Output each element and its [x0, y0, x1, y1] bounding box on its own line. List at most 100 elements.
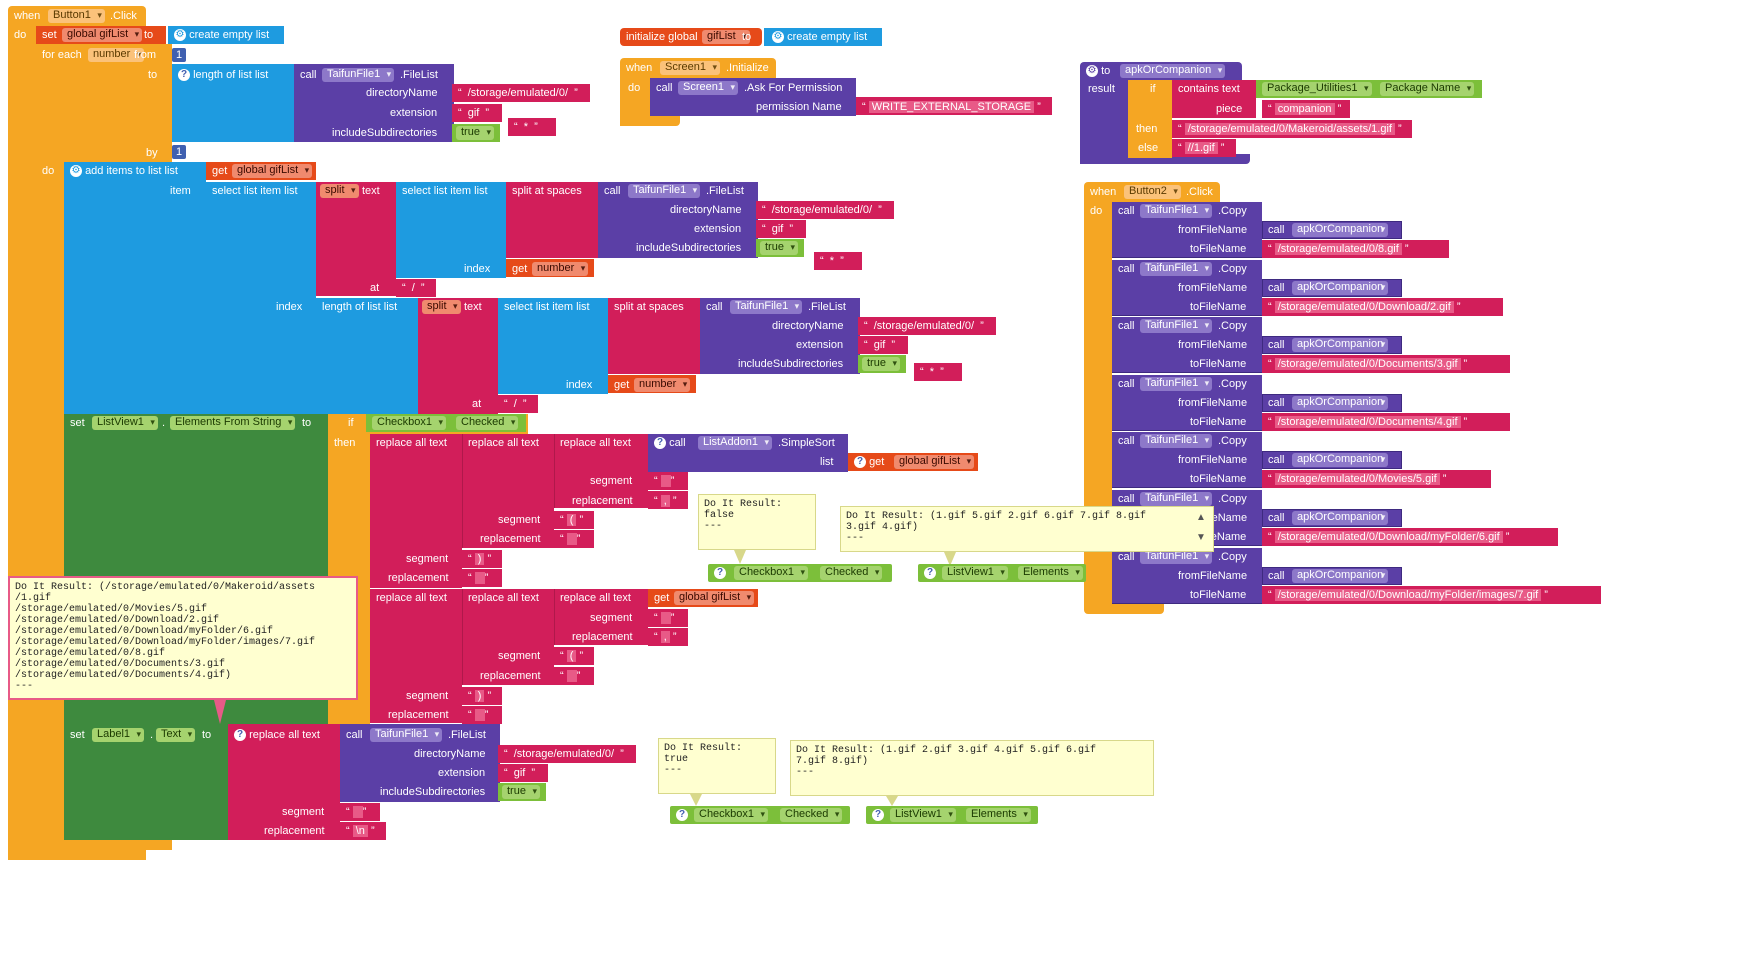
empty-value[interactable]: [474, 709, 485, 721]
variable-dropdown[interactable]: global gifList: [62, 28, 143, 42]
apk-or-companion-name[interactable]: apkOrCompanion: [1292, 453, 1389, 467]
if-else-block[interactable]: [1128, 80, 1172, 158]
dir-string-block-4[interactable]: [498, 745, 636, 763]
dir-value[interactable]: /storage/emulated/0/: [467, 87, 569, 99]
package-name-dropdown[interactable]: Package Name: [1380, 82, 1475, 96]
taifun-dropdown[interactable]: TaifunFile1: [1140, 492, 1213, 506]
taifun-dropdown[interactable]: TaifunFile1: [628, 184, 701, 198]
help-icon[interactable]: ?: [924, 567, 936, 580]
package-utilities-dropdown[interactable]: Package_Utilities1: [1262, 82, 1372, 96]
elements-from-string-dropdown[interactable]: Elements From String: [170, 416, 296, 430]
ext-value[interactable]: gif: [873, 339, 886, 351]
apk-or-companion-name[interactable]: apkOrCompanion: [1292, 396, 1389, 410]
ext-value[interactable]: gif: [771, 223, 784, 235]
permission-value[interactable]: WRITE_EXTERNAL_STORAGE: [868, 101, 1035, 113]
length-of-list-block-2[interactable]: [316, 298, 418, 414]
taifun-dropdown[interactable]: TaifunFile1: [1140, 262, 1213, 276]
add-items-block[interactable]: [64, 162, 206, 414]
checkbox1-getter-dropdown[interactable]: Checkbox1: [694, 808, 769, 822]
star-value[interactable]: *: [523, 121, 529, 133]
true-dropdown[interactable]: true: [760, 241, 798, 255]
then-value[interactable]: /storage/emulated/0/Makeroid/assets/1.gi…: [1184, 123, 1395, 135]
else-value[interactable]: //1.gif: [1184, 142, 1218, 154]
empty-value[interactable]: [566, 670, 577, 682]
replace-all-text-label1[interactable]: [228, 724, 340, 840]
button2-dropdown[interactable]: Button2: [1124, 185, 1181, 199]
ext-string-block[interactable]: [452, 104, 502, 122]
slash-string-block-2[interactable]: [498, 395, 538, 413]
gear-icon[interactable]: ⚙: [174, 29, 186, 42]
gear-icon[interactable]: ⚙: [772, 31, 784, 44]
listview1-dropdown[interactable]: ListView1: [92, 416, 158, 430]
space-value[interactable]: [660, 612, 671, 624]
dir-string-block[interactable]: [452, 84, 590, 102]
newline-value[interactable]: \n: [352, 825, 368, 837]
number-variable[interactable]: number: [88, 48, 145, 62]
comma-value[interactable]: ,: [660, 495, 670, 507]
taifun-dropdown[interactable]: TaifunFile1: [1140, 550, 1213, 564]
init-variable-dropdown[interactable]: gifList: [702, 30, 750, 44]
split-dropdown[interactable]: split: [422, 300, 461, 314]
dir-value[interactable]: /storage/emulated/0/: [513, 748, 615, 760]
checkbox1-dropdown[interactable]: Checkbox1: [372, 416, 447, 430]
apk-or-companion-name[interactable]: apkOrCompanion: [1292, 569, 1389, 583]
ext-value[interactable]: gif: [467, 107, 480, 119]
close-paren-value[interactable]: ): [474, 690, 485, 702]
help-icon[interactable]: ?: [654, 437, 666, 450]
taifun-dropdown[interactable]: TaifunFile1: [322, 68, 395, 82]
to-file-value[interactable]: /storage/emulated/0/Download/2.gif: [1274, 301, 1454, 313]
help-icon[interactable]: ?: [872, 809, 884, 822]
replace-all-text-2[interactable]: [462, 434, 554, 548]
create-empty-list-block-2[interactable]: [764, 28, 882, 46]
contains-text-block[interactable]: [1172, 80, 1256, 118]
get-variable-dropdown[interactable]: global gifList: [674, 591, 755, 605]
taifun-dropdown[interactable]: TaifunFile1: [730, 300, 803, 314]
number-dropdown[interactable]: number: [532, 262, 589, 276]
replace-all-text-6[interactable]: [554, 589, 648, 645]
replace-all-text-4[interactable]: [370, 589, 462, 723]
apk-or-companion-name[interactable]: apkOrCompanion: [1292, 511, 1389, 525]
true-dropdown[interactable]: true: [456, 126, 494, 140]
label1-dropdown[interactable]: Label1: [92, 728, 145, 742]
replace-all-text-5[interactable]: [462, 589, 554, 685]
to-file-value[interactable]: /storage/emulated/0/Download/myFolder/im…: [1274, 589, 1542, 601]
slash-value[interactable]: /: [411, 282, 415, 294]
number-dropdown[interactable]: number: [634, 378, 691, 392]
apk-or-companion-name[interactable]: apkOrCompanion: [1292, 223, 1389, 237]
apk-or-companion-name[interactable]: apkOrCompanion: [1292, 338, 1389, 352]
star-value[interactable]: *: [929, 366, 935, 378]
true-dropdown[interactable]: true: [502, 785, 540, 799]
ext-string-block-4[interactable]: [498, 764, 548, 782]
elements-getter-dropdown[interactable]: Elements: [1018, 566, 1083, 580]
checked-dropdown[interactable]: Checked: [456, 416, 519, 430]
create-empty-list-block[interactable]: [168, 26, 284, 44]
listview1-getter-dropdown[interactable]: ListView1: [942, 566, 1008, 580]
scroll-down-icon[interactable]: ▼: [1196, 532, 1206, 543]
split-block-2[interactable]: [418, 298, 498, 414]
replace-all-text-1[interactable]: [370, 434, 462, 588]
scroll-up-icon[interactable]: ▲: [1196, 512, 1206, 523]
space-value[interactable]: [352, 806, 363, 818]
taifun-dropdown[interactable]: TaifunFile1: [370, 728, 443, 742]
length-of-list-block[interactable]: [172, 64, 294, 142]
open-paren-value[interactable]: (: [566, 650, 577, 662]
text-prop-dropdown[interactable]: Text: [156, 728, 196, 742]
listview1-getter-dropdown[interactable]: ListView1: [890, 808, 956, 822]
get-variable-dropdown[interactable]: global gifList: [894, 455, 975, 469]
checked-getter-dropdown[interactable]: Checked: [780, 808, 843, 822]
split-dropdown[interactable]: split: [320, 184, 359, 198]
slash-value[interactable]: /: [513, 398, 517, 410]
ext-value[interactable]: gif: [513, 767, 526, 779]
true-dropdown[interactable]: true: [862, 357, 900, 371]
help-icon[interactable]: ?: [714, 567, 726, 580]
select-list-item-block-3[interactable]: [498, 298, 608, 394]
from-number[interactable]: 1: [172, 48, 187, 62]
to-file-value[interactable]: /storage/emulated/0/Documents/4.gif: [1274, 416, 1461, 428]
help-icon[interactable]: ?: [178, 69, 190, 82]
companion-value[interactable]: companion: [1274, 103, 1335, 115]
dir-value[interactable]: /storage/emulated/0/: [771, 204, 873, 216]
close-paren-value[interactable]: ): [474, 553, 485, 565]
star-value[interactable]: *: [829, 255, 835, 267]
help-icon[interactable]: ?: [676, 809, 688, 822]
split-at-spaces-block-2[interactable]: [608, 298, 700, 374]
